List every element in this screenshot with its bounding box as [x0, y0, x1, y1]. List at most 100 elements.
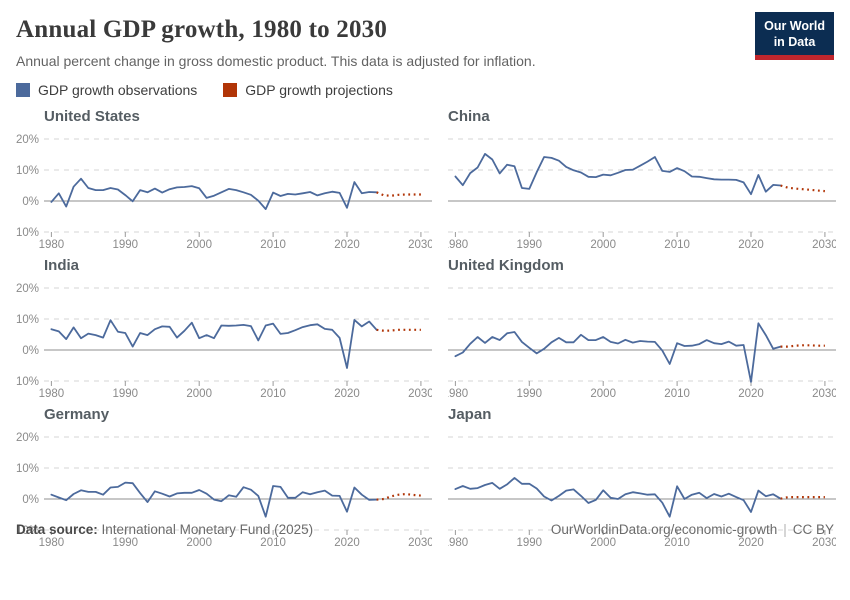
panel-title: Germany [44, 406, 110, 423]
observations-line [454, 152, 782, 196]
x-axis-tick-label: 1980 [448, 537, 468, 549]
legend-label-observations: GDP growth observations [38, 82, 198, 98]
x-axis-tick-label: 1980 [448, 388, 468, 400]
y-axis-tick-label: 20% [16, 432, 39, 444]
page-subtitle: Annual percent change in gross domestic … [16, 53, 536, 69]
x-axis-tick-label: 1980 [39, 239, 65, 251]
footer-separator: | [783, 522, 787, 537]
x-axis-tick-label: 2020 [334, 537, 360, 549]
y-axis-tick-label: 0% [22, 345, 39, 357]
owid-logo-line2: in Data [773, 35, 816, 50]
line-chart-germany: 20% 10% 0% -10%1980 1990 2000 2010 2020 2030 [16, 432, 432, 549]
x-axis-tick-label: 1980 [39, 388, 65, 400]
x-axis-tick-label: 1990 [516, 239, 542, 251]
x-axis-tick-label: 2010 [260, 537, 286, 549]
data-source-value: International Monetary Fund (2025) [101, 522, 314, 537]
data-source-label: Data source: [16, 522, 98, 537]
x-axis-tick-label: 2000 [186, 239, 212, 251]
data-source: Data source: International Monetary Fund… [16, 522, 313, 537]
license-badge: CC BY [792, 522, 834, 537]
x-axis-tick-label: 2030 [408, 537, 432, 549]
x-axis-tick-label: 2020 [738, 239, 764, 251]
projections-line [376, 328, 421, 332]
x-axis-tick-label: 2000 [186, 388, 212, 400]
page-title: Annual GDP growth, 1980 to 2030 [16, 16, 388, 43]
legend: GDP growth observations GDP growth proje… [16, 82, 834, 98]
x-axis-tick-label: 2010 [664, 537, 690, 549]
x-axis-tick-label: 2030 [812, 388, 836, 400]
observations-line [454, 477, 782, 518]
projections-swatch-icon [223, 83, 238, 97]
x-axis-tick-label: 2010 [664, 388, 690, 400]
x-axis-tick-label: 2010 [260, 388, 286, 400]
chart-panel-germany: Germany 20% 10% 0% -10%1980 1990 2000 2010 2020… [16, 400, 432, 549]
line-chart-united-states: 20% 10% 0% -10%1980 1990 2000 2010 2020 2030 [16, 134, 432, 251]
projections-line [376, 191, 421, 197]
y-axis-tick-label: 20% [16, 134, 39, 146]
x-axis-tick-label: 1980 [448, 239, 468, 251]
chart-panel-united-kingdom: United Kingdom 1980 1990 2000 2010 2020 2030 [448, 251, 836, 400]
owid-url-link[interactable]: OurWorldinData.org/economic-growth [550, 522, 778, 537]
x-axis-tick-label: 1990 [516, 388, 542, 400]
footer: Data source: International Monetary Fund… [16, 522, 834, 537]
y-axis-tick-label: 0% [22, 494, 39, 506]
projections-line [780, 344, 825, 348]
y-axis-tick-label: 10% [16, 165, 39, 177]
panel-title: India [44, 257, 80, 274]
y-axis-tick-label: 20% [16, 283, 39, 295]
chart-panel-japan: Japan 1980 1990 2000 2010 2020 2030 [448, 400, 836, 549]
x-axis-tick-label: 2020 [334, 239, 360, 251]
charts-grid: United States 20%10%0%-10%19801990200020… [16, 102, 836, 549]
y-axis-tick-label: -10% [16, 227, 39, 239]
x-axis-tick-label: 2030 [408, 239, 432, 251]
line-chart-india: 20% 10% 0% -10%1980 1990 2000 2010 2020 2030 [16, 283, 432, 400]
projections-line [780, 184, 825, 193]
x-axis-tick-label: 2020 [738, 388, 764, 400]
owid-logo[interactable]: Our World in Data [755, 12, 834, 60]
line-chart-japan: 1980 1990 2000 2010 2020 2030 [448, 436, 836, 549]
projections-line [376, 492, 421, 501]
observations-line [50, 177, 378, 210]
legend-item-projections: GDP growth projections [223, 82, 393, 98]
legend-item-observations: GDP growth observations [16, 82, 197, 98]
chart-panel-united-states: United States 20%10%0%-10%19801990200020… [16, 102, 432, 251]
owid-chart-page: Our World in Data Annual GDP growth, 198… [16, 12, 836, 549]
x-axis-tick-label: 1990 [112, 239, 138, 251]
x-axis-tick-label: 2000 [186, 537, 212, 549]
observations-line [50, 319, 378, 369]
y-axis-tick-label: 10% [16, 463, 39, 475]
line-chart-china: 1980 1990 2000 2010 2020 2030 [448, 138, 836, 251]
x-axis-tick-label: 2030 [812, 537, 836, 549]
x-axis-tick-label: 1990 [112, 388, 138, 400]
chart-panel-india: India 20%10%0%-10%1980199020002010202020… [16, 251, 432, 400]
observations-swatch-icon [16, 83, 30, 97]
y-axis-tick-label: -10% [16, 376, 39, 388]
panel-title: Japan [448, 406, 492, 423]
footer-links: OurWorldinData.org/economic-growth | CC BY [551, 522, 834, 537]
x-axis-tick-label: 2000 [590, 537, 616, 549]
x-axis-tick-label: 2000 [590, 239, 616, 251]
y-axis-tick-label: 10% [16, 314, 39, 326]
y-axis-tick-label: -10% [16, 525, 39, 537]
x-axis-tick-label: 2020 [738, 537, 764, 549]
x-axis-tick-label: 2010 [260, 239, 286, 251]
panel-title: United States [44, 108, 140, 125]
panel-title: United Kingdom [448, 257, 564, 274]
observations-line [50, 481, 378, 518]
x-axis-tick-label: 2030 [812, 239, 836, 251]
legend-label-projections: GDP growth projections [245, 82, 393, 98]
line-chart-united-kingdom: 1980 1990 2000 2010 2020 2030 [448, 287, 836, 400]
owid-logo-line1: Our World [764, 19, 825, 33]
observations-line [454, 322, 782, 383]
x-axis-tick-label: 2000 [590, 388, 616, 400]
x-axis-tick-label: 2030 [408, 388, 432, 400]
projections-line [780, 495, 825, 500]
y-axis-tick-label: 0% [22, 196, 39, 208]
x-axis-tick-label: 2010 [664, 239, 690, 251]
x-axis-tick-label: 1990 [516, 537, 542, 549]
x-axis-tick-label: 1980 [39, 537, 65, 549]
x-axis-tick-label: 1990 [112, 537, 138, 549]
panel-title: China [448, 108, 490, 125]
x-axis-tick-label: 2020 [334, 388, 360, 400]
chart-panel-china: China 1980 1990 2000 2010 2020 2030 [448, 102, 836, 251]
